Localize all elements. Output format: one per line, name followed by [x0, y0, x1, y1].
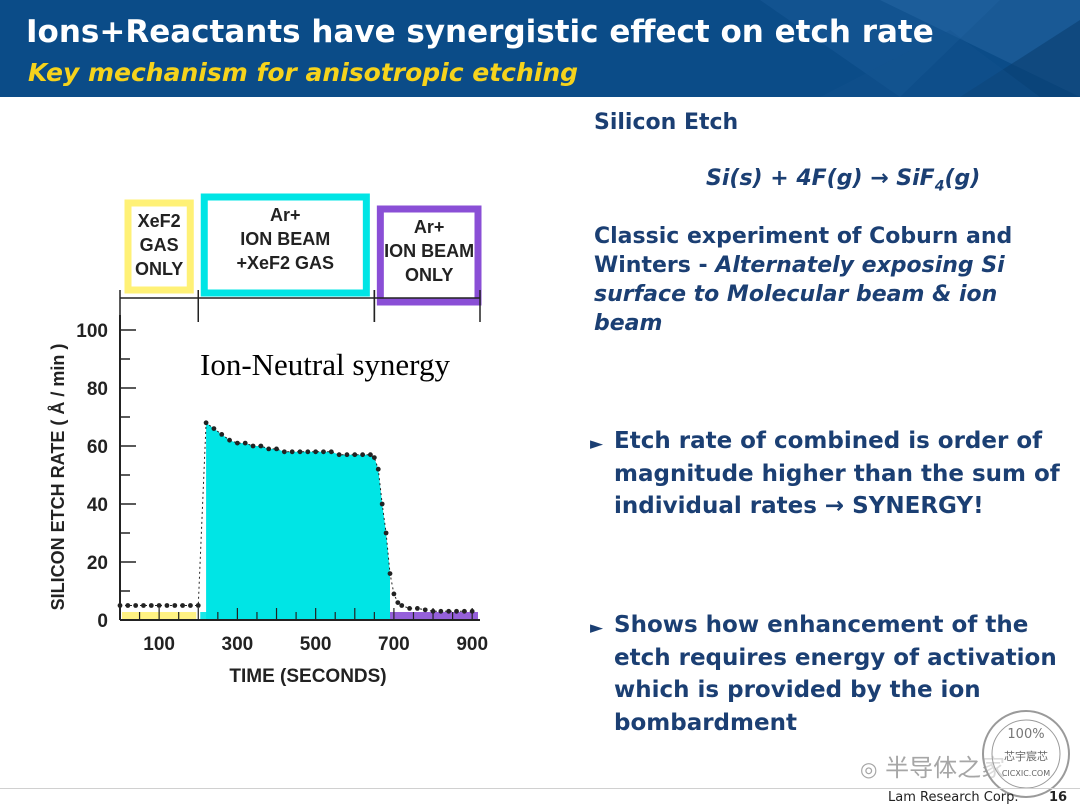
data-point	[328, 449, 334, 455]
bullet-synergy-text: Etch rate of combined is order of magnit…	[614, 428, 1060, 519]
footer-company: Lam Research Corp.	[888, 790, 1019, 805]
phase-label-3-line-3: ONLY	[405, 265, 453, 285]
data-point	[371, 455, 377, 460]
slide-title: Ions+Reactants have synergistic effect o…	[26, 14, 934, 50]
section-title: Silicon Etch	[594, 110, 739, 135]
data-point	[446, 608, 452, 614]
data-point	[414, 606, 420, 611]
data-point	[461, 608, 467, 614]
y-tick-label: 40	[87, 495, 108, 516]
data-point	[313, 449, 319, 455]
equation-product: SiF	[888, 166, 935, 191]
data-point	[352, 452, 358, 458]
phase-label-1-line-3: ONLY	[135, 259, 183, 279]
phase-box-2	[200, 193, 370, 297]
triangle-bullet-icon: ►	[590, 618, 604, 638]
classic-text-italic: Alternately exposing Si surface to Molec…	[594, 253, 1005, 336]
y-tick-label: 80	[87, 379, 108, 400]
synergy-annotation: Ion-Neutral synergy	[200, 347, 450, 382]
phase-label-1-line-2: GAS	[140, 235, 179, 255]
data-point	[258, 443, 264, 449]
data-point	[297, 449, 303, 455]
phase-bar-3	[376, 612, 478, 620]
seal-mid-text: 芯宇宸芯	[1004, 749, 1048, 763]
bullet-activation: ► Shows how enhancement of the etch requ…	[590, 609, 1060, 739]
x-tick-label: 900	[456, 634, 488, 655]
phase-label-2-line-3: +XeF2 GAS	[237, 253, 335, 273]
data-point	[180, 603, 186, 608]
data-point	[336, 452, 342, 458]
x-tick-label: 500	[300, 634, 332, 655]
page-number: 16	[1049, 790, 1068, 805]
y-tick-label: 100	[76, 321, 108, 342]
data-point	[156, 603, 162, 608]
data-point	[281, 449, 287, 455]
x-tick-label: 100	[143, 634, 175, 655]
seal-top-text: 100%	[1007, 727, 1044, 742]
data-point	[250, 443, 256, 449]
etch-rate-chart: XeF2 GAS ONLY Ar+ ION BEAM +XeF2 GAS Ar+ ION BE…	[48, 193, 488, 687]
x-tick-label: 700	[378, 634, 410, 655]
classic-experiment-text: Classic experiment of Coburn and Winters…	[594, 222, 1064, 338]
data-point	[234, 440, 240, 446]
classic-text-normal: Classic experiment of Coburn and Winters…	[594, 224, 1013, 278]
footer-divider	[0, 788, 1080, 789]
slide-subtitle: Key mechanism for anisotropic etching	[28, 58, 579, 87]
bullet-synergy: ► Etch rate of combined is order of magn…	[590, 425, 1060, 523]
phase-label-2-line-2: ION BEAM	[240, 229, 330, 249]
y-tick-label: 0	[97, 611, 108, 632]
reaction-equation: Si(s) + 4F(g) → SiF4(g)	[706, 166, 980, 194]
bullet-activation-text: Shows how enhancement of the etch requir…	[614, 612, 1057, 736]
data-point	[407, 606, 412, 611]
equation-subscript: 4	[934, 178, 945, 195]
data-point	[125, 603, 131, 608]
phase-label-1-line-1: XeF2	[138, 211, 181, 231]
phase-label-3-line-2: ION BEAM	[384, 241, 474, 261]
equation-reactants: Si(s) + 4F(g)	[706, 166, 871, 191]
phase-box-3	[376, 205, 482, 306]
equation-arrow: →	[870, 166, 889, 191]
y-tick-label: 60	[87, 437, 108, 458]
phase-label-2-line-1: Ar+	[270, 205, 301, 225]
y-tick-label: 20	[87, 553, 108, 574]
wechat-icon: ◎	[860, 757, 878, 781]
synergy-area	[206, 422, 390, 620]
seal-logo: 100% 芯宇宸芯 CICXIC.COM	[982, 710, 1070, 798]
data-point	[172, 603, 178, 608]
slide-header: Ions+Reactants have synergistic effect o…	[0, 0, 1080, 97]
x-axis-label: TIME (SECONDS)	[229, 666, 386, 687]
equation-product-state: (g)	[944, 166, 981, 191]
data-point	[195, 603, 201, 608]
seal-bottom-text: CICXIC.COM	[1002, 769, 1050, 778]
triangle-bullet-icon: ►	[590, 434, 604, 454]
data-point	[274, 446, 279, 452]
x-tick-label: 300	[222, 634, 254, 655]
phase-label-3-line-1: Ar+	[414, 217, 445, 237]
phase-box-1	[124, 199, 194, 294]
data-point	[141, 603, 146, 608]
header-decoration	[760, 0, 1080, 97]
y-axis-label: SILICON ETCH RATE ( Å / min )	[48, 344, 68, 611]
